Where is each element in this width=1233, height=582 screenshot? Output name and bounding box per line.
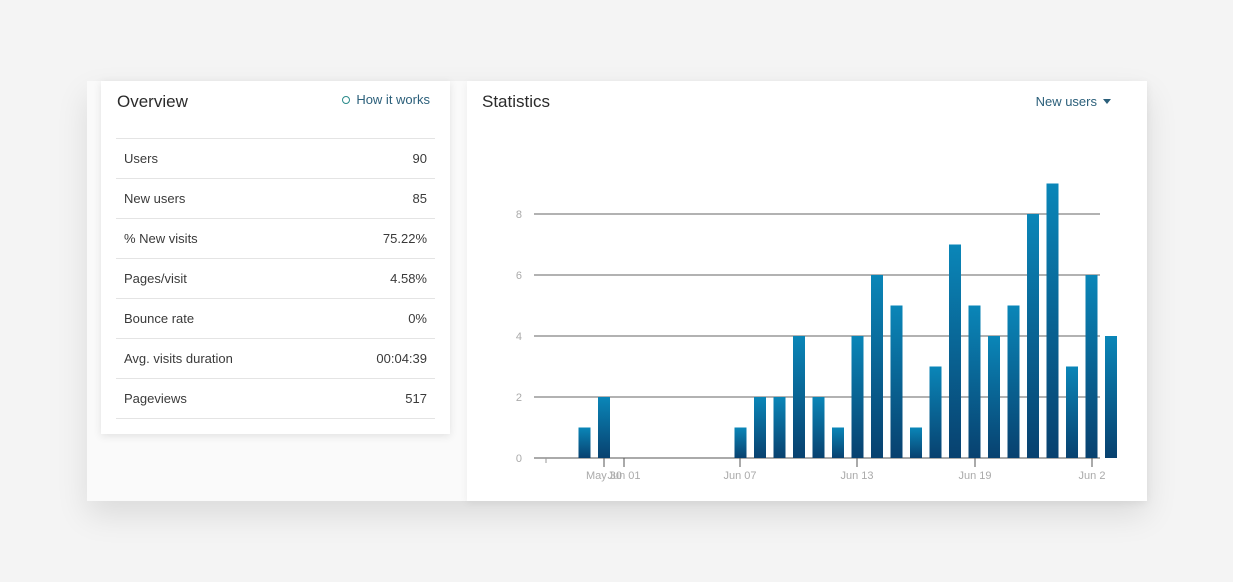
bar[interactable] [968,305,981,459]
y-tick-label: 4 [516,331,522,343]
bar[interactable] [793,336,805,458]
bar[interactable] [1105,336,1117,458]
metric-value: 75.22% [382,231,427,246]
how-it-works-label: How it works [356,92,430,107]
bar[interactable] [1007,305,1020,459]
bar[interactable] [1085,275,1098,458]
metric-label: Pages/visit [124,271,187,286]
y-tick-label: 2 [516,392,522,404]
y-tick-label: 8 [516,209,522,221]
metric-label: Avg. visits duration [124,351,233,366]
bar[interactable] [754,397,766,458]
metric-selector-label: New users [1035,94,1097,109]
metric-label: Bounce rate [124,311,195,326]
metric-row-new-users: New users 85 [116,179,435,219]
metric-value: 85 [412,191,427,206]
bar[interactable] [812,397,825,458]
metric-label: % New visits [124,231,198,246]
bar[interactable] [949,244,961,459]
x-tick-label: Jun 13 [840,470,873,482]
bar[interactable] [832,427,844,459]
metric-label: Users [124,151,158,166]
metric-value: 90 [412,151,427,166]
bar[interactable] [1027,214,1039,458]
x-tick-label: May 30 [586,470,622,482]
bar[interactable] [988,336,1000,458]
statistics-card: Statistics New users 0 2 4 6 8 May 30 Jun 01 Ju… [467,81,1147,501]
bar[interactable] [890,305,903,459]
bar[interactable] [910,427,922,459]
circle-icon [342,95,351,104]
statistics-title: Statistics [482,92,551,111]
metric-row-new-visits: % New visits 75.22% [116,219,435,259]
metric-row-bounce-rate: Bounce rate 0% [116,299,435,339]
metric-row-avg-duration: Avg. visits duration 00:04:39 [116,339,435,379]
x-tick-label: Jun 01 [607,470,640,482]
metric-row-pageviews: Pageviews 517 [116,379,435,419]
metric-row-users: Users 90 [116,139,435,179]
bar[interactable] [1046,183,1059,459]
bar[interactable] [598,397,610,458]
x-tick-label: Jun 19 [958,470,991,482]
bar[interactable] [1066,366,1078,459]
bar[interactable] [773,397,786,458]
metric-value: 00:04:39 [376,351,427,366]
bar[interactable] [929,366,942,459]
metric-label: New users [124,191,186,206]
bar[interactable] [734,427,747,459]
bar[interactable] [871,275,883,458]
metric-value: 0% [408,311,427,326]
metric-value: 4.58% [390,271,427,286]
overview-title: Overview [117,92,188,111]
y-tick-label: 6 [516,270,522,282]
metric-selector-dropdown[interactable]: New users [1036,94,1111,109]
metric-label: Pageviews [124,391,187,406]
metric-value: 517 [405,391,427,406]
overview-card: Overview How it works Users 90 New users… [101,81,450,434]
caret-down-icon [1103,99,1111,104]
bar[interactable] [578,427,591,459]
how-it-works-link[interactable]: How it works [342,92,430,107]
metric-row-pages-visit: Pages/visit 4.58% [116,259,435,299]
x-tick-label: Jun 07 [723,470,756,482]
metrics-table: Users 90 New users 85 % New visits 75.22… [116,138,435,419]
x-tick-label: Jun 2 [1079,470,1106,482]
y-tick-label: 0 [516,453,522,465]
bar[interactable] [851,336,864,458]
